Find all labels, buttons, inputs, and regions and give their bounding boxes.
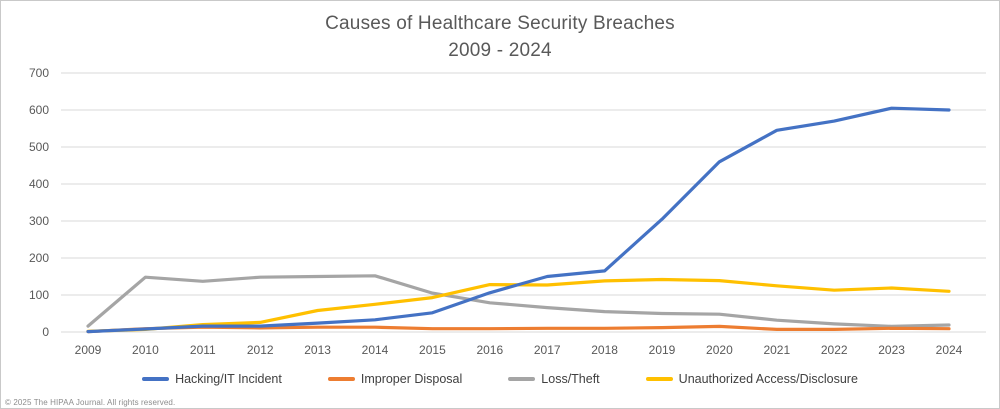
legend-item: Loss/Theft — [508, 372, 600, 386]
legend-label: Unauthorized Access/Disclosure — [678, 372, 858, 386]
chart-title: Causes of Healthcare Security Breaches 2… — [1, 10, 999, 64]
x-axis-label: 2014 — [362, 343, 389, 357]
legend-swatch — [508, 377, 536, 381]
x-axis-label: 2009 — [75, 343, 102, 357]
chart-legend: Hacking/IT Incident Improper Disposal Loss… — [1, 372, 999, 386]
y-axis-label: 400 — [29, 177, 49, 191]
page-title: Causes of Healthcare Security Breaches — [325, 13, 675, 34]
x-axis-label: 2020 — [706, 343, 733, 357]
x-axis-label: 2023 — [878, 343, 905, 357]
x-axis-label: 2018 — [591, 343, 618, 357]
x-axis-label: 2019 — [649, 343, 676, 357]
series-line — [86, 106, 951, 334]
x-axis-label: 2016 — [476, 343, 503, 357]
x-axis-label: 2013 — [304, 343, 331, 357]
y-axis-label: 500 — [29, 140, 49, 154]
y-axis-label: 600 — [29, 103, 49, 117]
legend-label: Improper Disposal — [360, 372, 463, 386]
legend-swatch — [142, 377, 170, 381]
legend-label: Loss/Theft — [541, 372, 600, 386]
legend-swatch — [327, 377, 355, 381]
x-axis-label: 2015 — [419, 343, 446, 357]
x-axis-label: 2012 — [247, 343, 274, 357]
x-axis-label: 2024 — [936, 343, 963, 357]
y-axis-label: 200 — [29, 251, 49, 265]
copyright-text: © 2025 The HIPAA Journal. All rights res… — [5, 398, 176, 407]
legend-item: Hacking/IT Incident — [142, 372, 282, 386]
legend-label: Hacking/IT Incident — [175, 372, 282, 386]
chart-subtitle: 2009 - 2024 — [448, 40, 552, 61]
x-axis-label: 2021 — [763, 343, 790, 357]
y-axis-label: 300 — [29, 214, 49, 228]
x-axis-label: 2022 — [821, 343, 848, 357]
y-axis-label: 100 — [29, 288, 49, 302]
x-axis-label: 2010 — [132, 343, 159, 357]
y-axis-label: 700 — [29, 66, 49, 80]
legend-item: Improper Disposal — [327, 372, 463, 386]
legend-item: Unauthorized Access/Disclosure — [645, 372, 858, 386]
series-line — [86, 274, 951, 328]
x-axis-label: 2011 — [190, 343, 216, 357]
y-axis-label: 0 — [42, 325, 49, 339]
legend-swatch — [645, 377, 673, 381]
x-axis-label: 2017 — [534, 343, 561, 357]
